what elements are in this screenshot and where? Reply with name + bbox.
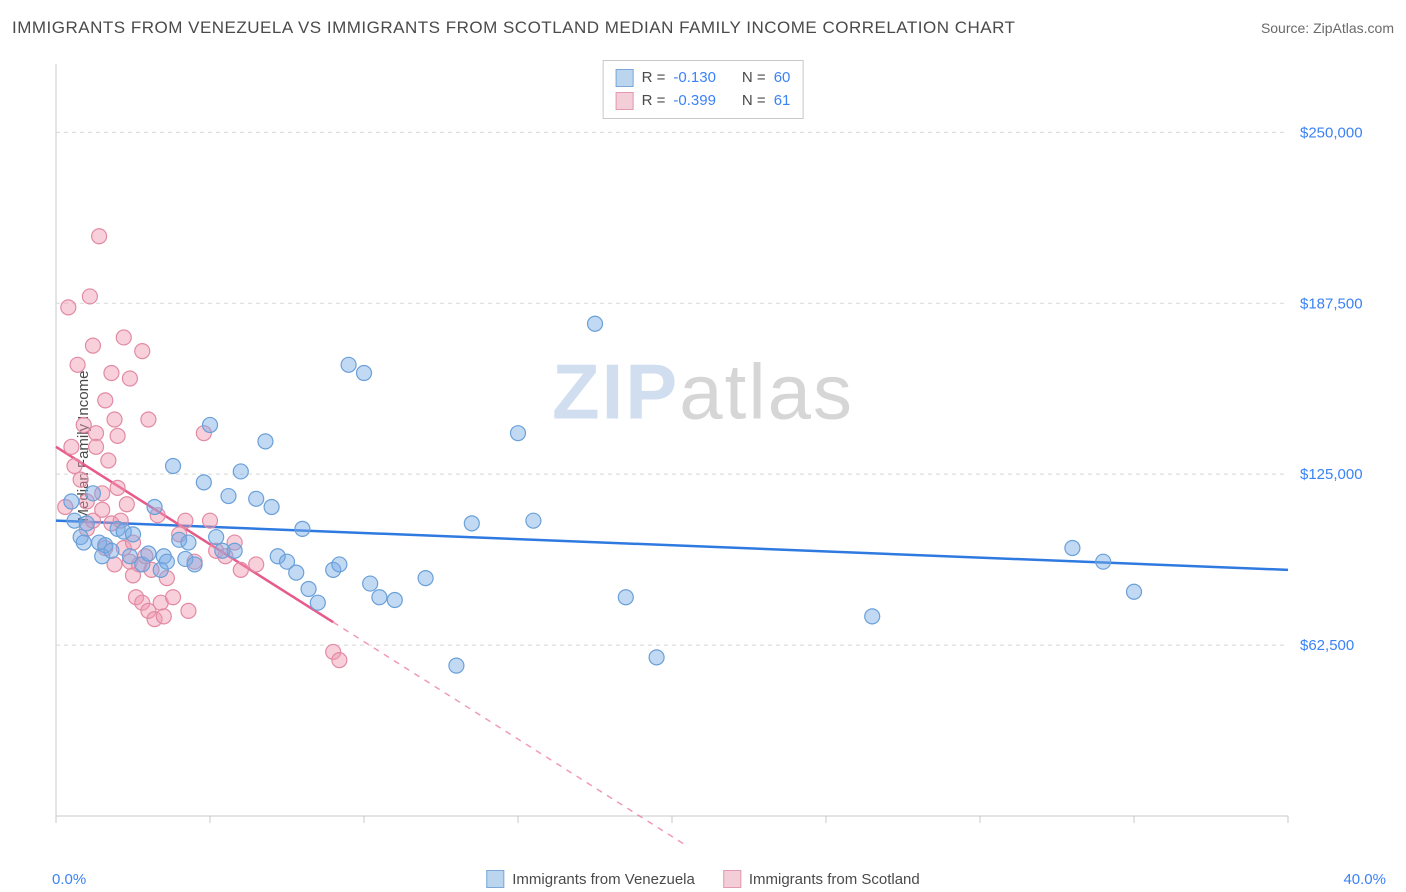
corr-row-venezuela: R = -0.130 N = 60 bbox=[616, 67, 791, 90]
swatch-scotland bbox=[723, 870, 741, 888]
svg-text:$62,500: $62,500 bbox=[1300, 637, 1354, 654]
corr-n-label: N = bbox=[742, 90, 766, 113]
svg-text:$250,000: $250,000 bbox=[1300, 124, 1363, 141]
correlation-legend: R = -0.130 N = 60 R = -0.399 N = 61 bbox=[603, 60, 804, 119]
swatch-venezuela bbox=[616, 69, 634, 87]
corr-n-label: N = bbox=[742, 67, 766, 90]
x-axis-min-label: 0.0% bbox=[52, 871, 86, 888]
legend-item-venezuela: Immigrants from Venezuela bbox=[486, 870, 695, 888]
corr-row-scotland: R = -0.399 N = 61 bbox=[616, 90, 791, 113]
plot-area: $62,500 $125,000 $187,500 $250,000 bbox=[48, 56, 1388, 846]
corr-n-value-venezuela: 60 bbox=[774, 67, 791, 90]
swatch-scotland bbox=[616, 92, 634, 110]
corr-n-value-scotland: 61 bbox=[774, 90, 791, 113]
legend-label-scotland: Immigrants from Scotland bbox=[749, 871, 920, 888]
corr-r-value-scotland: -0.399 bbox=[673, 90, 716, 113]
svg-text:$125,000: $125,000 bbox=[1300, 466, 1363, 483]
chart-svg: $62,500 $125,000 $187,500 $250,000 bbox=[48, 56, 1388, 846]
swatch-venezuela bbox=[486, 870, 504, 888]
svg-text:$187,500: $187,500 bbox=[1300, 295, 1363, 312]
x-axis-max-label: 40.0% bbox=[1343, 871, 1386, 888]
legend-label-venezuela: Immigrants from Venezuela bbox=[512, 871, 695, 888]
source-text: Source: ZipAtlas.com bbox=[1261, 20, 1394, 36]
chart-title: IMMIGRANTS FROM VENEZUELA VS IMMIGRANTS … bbox=[12, 18, 1015, 38]
corr-r-label: R = bbox=[642, 90, 666, 113]
legend-item-scotland: Immigrants from Scotland bbox=[723, 870, 920, 888]
corr-r-value-venezuela: -0.130 bbox=[673, 67, 716, 90]
corr-r-label: R = bbox=[642, 67, 666, 90]
bottom-legend: Immigrants from Venezuela Immigrants fro… bbox=[486, 870, 919, 888]
